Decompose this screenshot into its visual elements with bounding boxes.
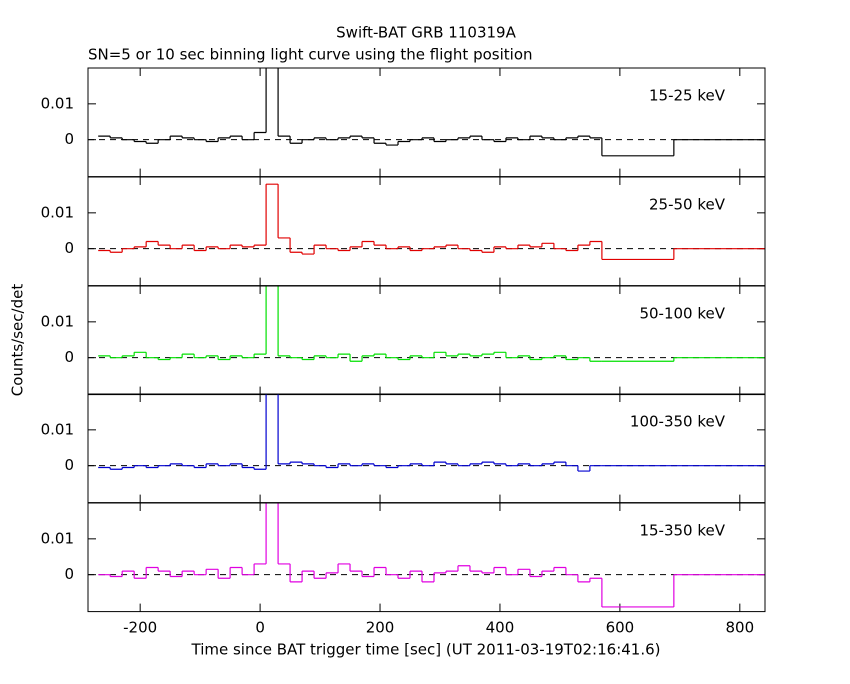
y-tick-label: 0.01 bbox=[41, 203, 74, 221]
y-tick-label: 0 bbox=[64, 456, 74, 474]
x-tick-label: -200 bbox=[123, 619, 157, 637]
y-tick-label: 0 bbox=[64, 348, 74, 366]
y-tick-label: 0 bbox=[64, 130, 74, 148]
x-tick-label: 800 bbox=[725, 619, 754, 637]
series-line bbox=[98, 503, 765, 608]
series-line bbox=[98, 183, 765, 261]
legend-label: 100-350 keV bbox=[630, 413, 726, 431]
legend-label: 15-25 keV bbox=[649, 87, 726, 105]
chart-title: Swift-BAT GRB 110319A bbox=[336, 24, 516, 42]
x-axis-label: Time since BAT trigger time [sec] (UT 20… bbox=[191, 641, 661, 659]
x-tick-label: 600 bbox=[606, 619, 635, 637]
y-tick-label: 0.01 bbox=[41, 420, 74, 438]
y-tick-label: 0.01 bbox=[41, 94, 74, 112]
y-tick-label: 0 bbox=[64, 239, 74, 257]
panel-frame bbox=[87, 285, 766, 396]
panel-frame bbox=[87, 502, 766, 613]
legend-label: 50-100 keV bbox=[639, 305, 725, 323]
x-tick-label: 400 bbox=[486, 619, 515, 637]
y-tick-label: 0 bbox=[64, 565, 74, 583]
x-tick-label: 200 bbox=[366, 619, 395, 637]
series-line bbox=[98, 68, 765, 157]
series-line bbox=[98, 394, 765, 472]
y-tick-label: 0.01 bbox=[41, 529, 74, 547]
series-line bbox=[98, 286, 765, 362]
x-tick-label: 0 bbox=[255, 619, 265, 637]
y-axis-label: Counts/sec/det bbox=[9, 284, 27, 397]
legend-label: 15-350 keV bbox=[639, 522, 725, 540]
y-tick-label: 0.01 bbox=[41, 312, 74, 330]
chart-subtitle: SN=5 or 10 sec binning light curve using… bbox=[88, 46, 533, 64]
legend-label: 25-50 keV bbox=[649, 196, 726, 214]
